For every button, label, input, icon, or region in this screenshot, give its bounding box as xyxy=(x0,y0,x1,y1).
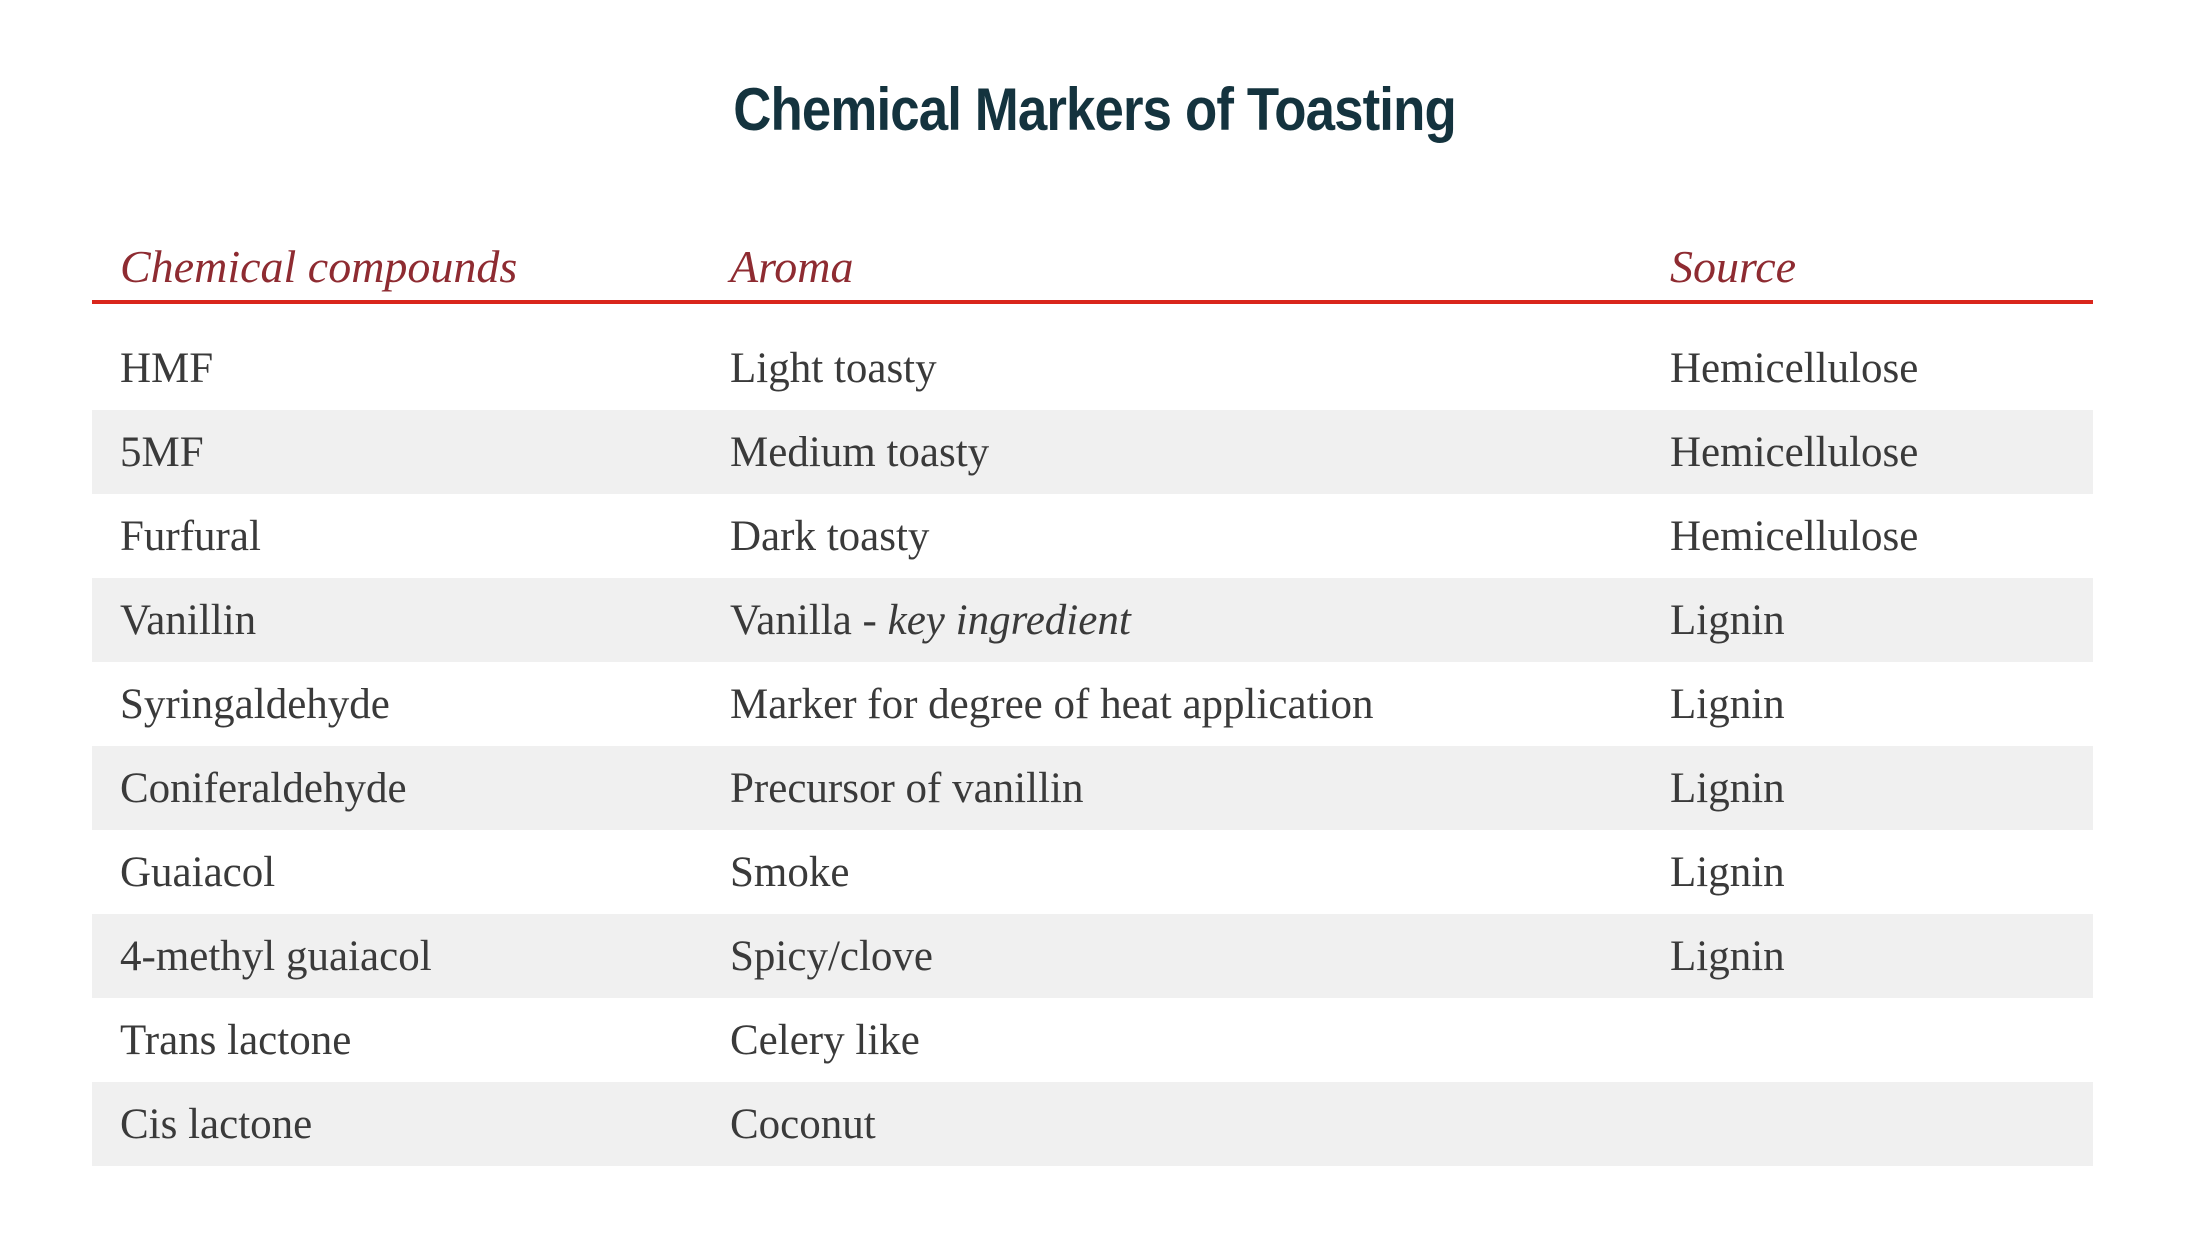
cell-compound: Coniferaldehyde xyxy=(120,764,407,812)
cell-source: Lignin xyxy=(1670,596,1785,644)
cell-compound: 5MF xyxy=(120,428,204,476)
cell-compound: HMF xyxy=(120,344,214,392)
chemical-markers-table: Chemical compounds Aroma Source HMF Ligh… xyxy=(92,240,2093,1166)
column-header-chemical-compounds: Chemical compounds xyxy=(120,241,518,292)
table-row: Furfural Dark toasty Hemicellulose xyxy=(92,494,2093,578)
cell-source: Hemicellulose xyxy=(1670,512,1919,560)
aroma-text: Smoke xyxy=(730,848,850,896)
table-header-row: Chemical compounds Aroma Source xyxy=(92,240,2093,304)
cell-aroma: Precursor of vanillin xyxy=(730,767,1670,810)
aroma-text: Coconut xyxy=(730,1100,876,1148)
aroma-text: Light toasty xyxy=(730,344,937,392)
cell-compound: Syringaldehyde xyxy=(120,680,390,728)
cell-source: Hemicellulose xyxy=(1670,428,1919,476)
aroma-text: Vanilla - xyxy=(730,596,888,644)
cell-compound: Cis lactone xyxy=(120,1100,313,1148)
column-header-source: Source xyxy=(1670,241,1797,292)
aroma-text: Spicy/clove xyxy=(730,932,934,980)
aroma-text: Celery like xyxy=(730,1016,920,1064)
cell-aroma: Medium toasty xyxy=(730,431,1670,474)
cell-aroma: Coconut xyxy=(730,1103,1670,1146)
table-row: HMF Light toasty Hemicellulose xyxy=(92,326,2093,410)
cell-source: Hemicellulose xyxy=(1670,344,1919,392)
cell-compound: Guaiacol xyxy=(120,848,276,896)
cell-source: Lignin xyxy=(1670,680,1785,728)
aroma-text: Marker for degree of heat application xyxy=(730,680,1374,728)
cell-aroma: Smoke xyxy=(730,851,1670,894)
cell-source: Lignin xyxy=(1670,848,1785,896)
table-row: Trans lactone Celery like xyxy=(92,998,2093,1082)
cell-compound: Furfural xyxy=(120,512,261,560)
cell-source: Lignin xyxy=(1670,932,1785,980)
cell-aroma: Spicy/clove xyxy=(730,935,1670,978)
table-row: Syringaldehyde Marker for degree of heat… xyxy=(92,662,2093,746)
table-row: Cis lactone Coconut xyxy=(92,1082,2093,1166)
cell-aroma: Celery like xyxy=(730,1019,1670,1062)
cell-compound: Vanillin xyxy=(120,596,257,644)
column-header-aroma: Aroma xyxy=(730,241,854,292)
table-row: Vanillin Vanilla - key ingredient Lignin xyxy=(92,578,2093,662)
table-row: 5MF Medium toasty Hemicellulose xyxy=(92,410,2093,494)
table-row: Coniferaldehyde Precursor of vanillin Li… xyxy=(92,746,2093,830)
aroma-text: Dark toasty xyxy=(730,512,930,560)
table-body: HMF Light toasty Hemicellulose 5MF Mediu… xyxy=(92,326,2093,1166)
cell-source: Lignin xyxy=(1670,764,1785,812)
aroma-text: Precursor of vanillin xyxy=(730,764,1084,812)
cell-aroma: Dark toasty xyxy=(730,515,1670,558)
page-title-text: Chemical Markers of Toasting xyxy=(733,76,1456,143)
cell-compound: Trans lactone xyxy=(120,1016,352,1064)
cell-aroma: Vanilla - key ingredient xyxy=(730,599,1670,642)
cell-compound: 4-methyl guaiacol xyxy=(120,932,432,980)
cell-aroma: Marker for degree of heat application xyxy=(730,683,1670,726)
aroma-text: Medium toasty xyxy=(730,428,990,476)
aroma-italic-text: key ingredient xyxy=(887,596,1131,644)
cell-aroma: Light toasty xyxy=(730,347,1670,390)
page-title: Chemical Markers of Toasting xyxy=(0,80,2189,140)
table-row: 4-methyl guaiacol Spicy/clove Lignin xyxy=(92,914,2093,998)
table-row: Guaiacol Smoke Lignin xyxy=(92,830,2093,914)
